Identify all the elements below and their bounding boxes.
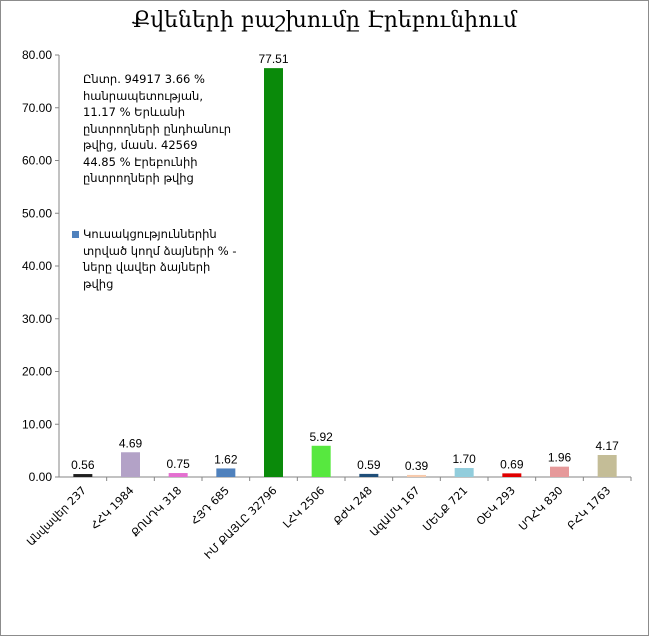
data-label: 77.51	[258, 52, 288, 66]
x-tick-label: ՄԵՆՔ 721	[420, 484, 470, 534]
x-tick-label: ՔԺԿ 248	[331, 484, 375, 528]
bar	[597, 455, 617, 477]
y-tick-label: 80.00	[22, 48, 52, 62]
data-label: 4.17	[595, 439, 619, 453]
bar	[216, 468, 236, 477]
bar	[264, 68, 283, 477]
data-label: 0.59	[357, 458, 381, 472]
x-tick-label: ՕԵԿ 293	[474, 484, 518, 528]
x-tick-label: ՍԴՀԿ 830	[516, 484, 565, 533]
x-tick-label: ՔՈԱԴԿ 318	[129, 484, 185, 540]
y-tick-label: 70.00	[22, 101, 52, 115]
bar	[502, 473, 522, 477]
y-tick-label: 50.00	[22, 206, 52, 220]
bar	[550, 466, 569, 477]
data-label: 1.96	[548, 451, 572, 465]
bar	[311, 445, 331, 477]
legend-swatch	[72, 231, 79, 238]
bar	[168, 473, 188, 477]
bar	[121, 452, 140, 477]
bar	[407, 474, 426, 477]
legend-label: Կուսակցություններին տրված կողմ ձայների %…	[83, 227, 237, 291]
bar	[454, 468, 474, 477]
y-tick-label: 40.00	[22, 259, 52, 273]
bar	[73, 474, 93, 477]
bar	[359, 473, 379, 477]
y-tick-label: 10.00	[22, 417, 52, 431]
chart-annotation: Ընտր. 94917 3.66 % հանրապետության, 11.17…	[83, 72, 232, 185]
x-tick-label: ՀՅԴ 685	[188, 484, 232, 528]
x-tick-label: ԲՀԿ 1763	[565, 484, 613, 532]
y-tick-label: 30.00	[22, 312, 52, 326]
data-label: 1.62	[214, 452, 238, 466]
data-label: 0.69	[500, 457, 524, 471]
data-label: 5.92	[309, 430, 333, 444]
x-tick-label: Անվավեր 237	[24, 484, 89, 549]
legend: Կուսակցություններին տրված կողմ ձայների %…	[72, 226, 242, 292]
data-label: 4.69	[119, 436, 143, 450]
data-label: 1.70	[452, 452, 476, 466]
data-label: 0.75	[166, 457, 190, 471]
data-label: 0.39	[405, 459, 429, 473]
x-tick-label: ԱզԱՄԿ 167	[367, 484, 422, 539]
y-tick-label: 20.00	[22, 365, 52, 379]
x-tick-label: ԼՀԿ 2506	[280, 484, 327, 531]
y-tick-label: 60.00	[22, 154, 52, 168]
data-label: 0.56	[71, 458, 95, 472]
x-tick-label: ՀՀԿ 1984	[88, 484, 136, 532]
y-tick-label: 0.00	[29, 470, 53, 484]
chart-title: Քվեների բաշխումը Էրեբունիում	[131, 8, 518, 33]
